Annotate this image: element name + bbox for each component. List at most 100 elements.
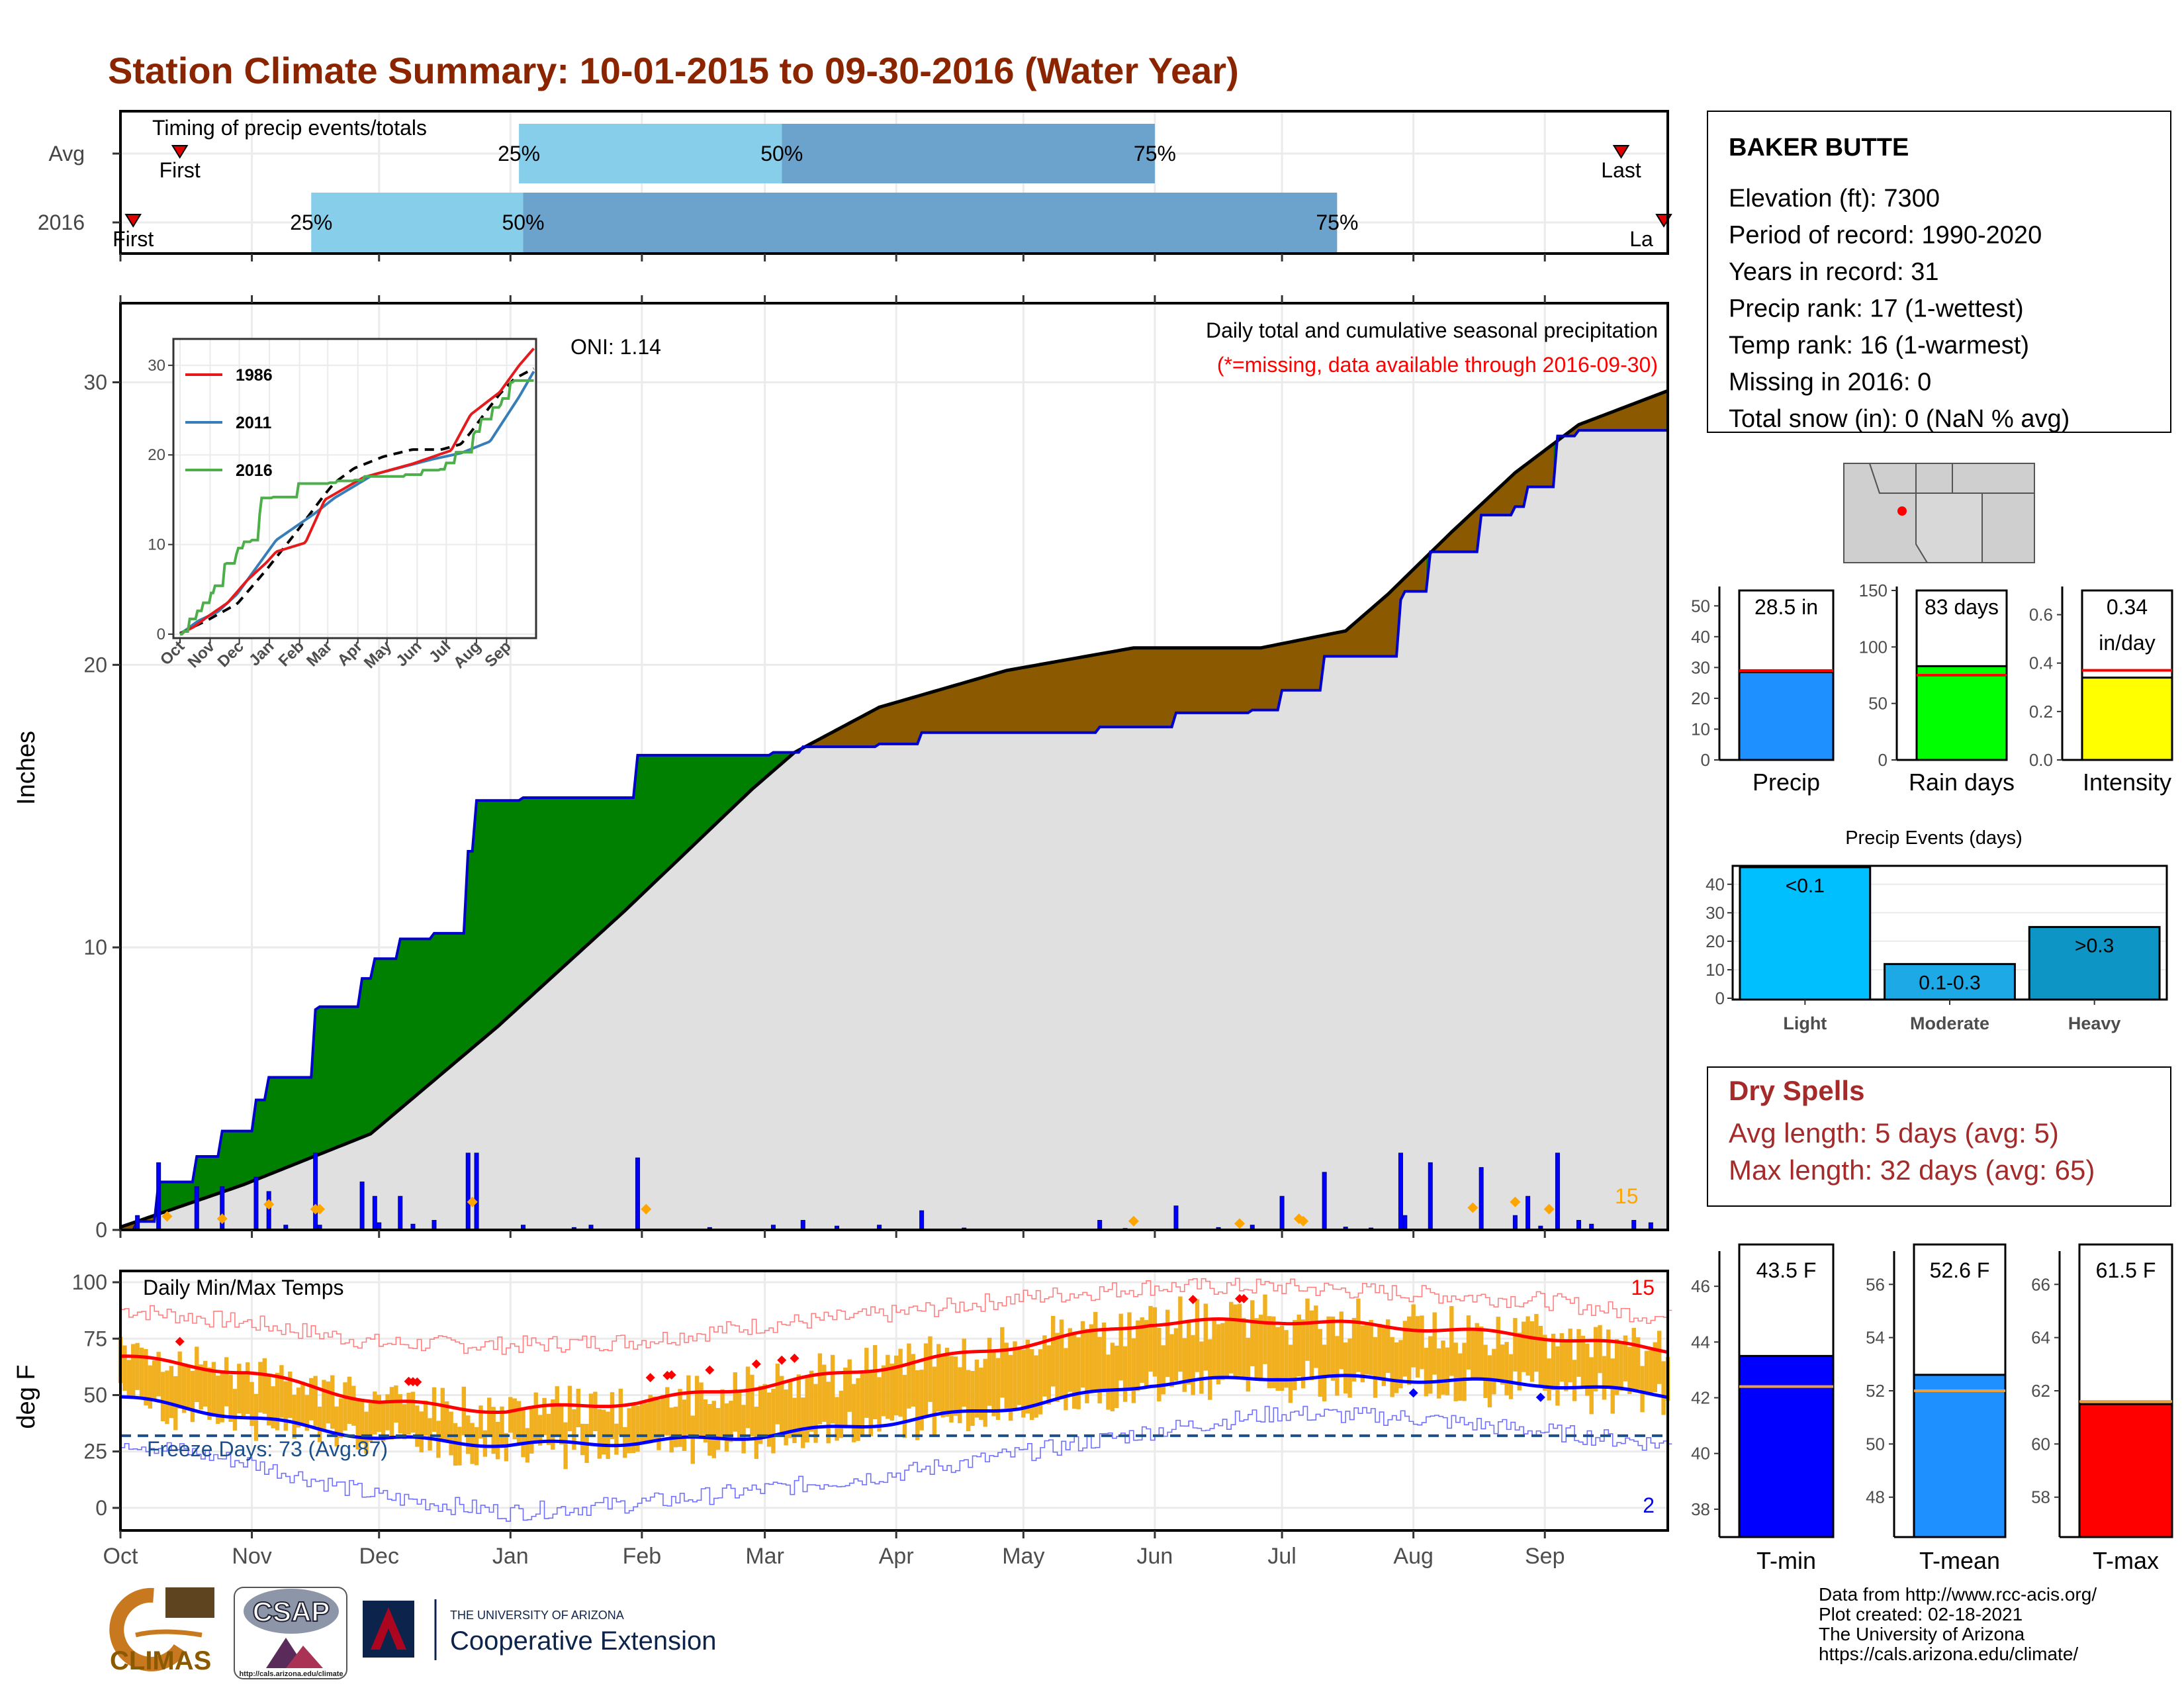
- record-precip-marker: [467, 1196, 478, 1207]
- daily-temp-bar: [919, 1370, 924, 1430]
- daily-temp-bar: [537, 1415, 543, 1446]
- summary-bar-label: Precip: [1752, 769, 1820, 796]
- daily-temp-bar: [1300, 1319, 1306, 1389]
- daily-temp-bar: [1064, 1348, 1068, 1411]
- summary-y-tick-label: 0: [1878, 750, 1888, 770]
- daily-temp-bar: [847, 1359, 852, 1412]
- temp-panel-title: Daily Min/Max Temps: [143, 1276, 343, 1299]
- daily-temp-bar: [1004, 1342, 1009, 1409]
- daily-precip-bar: [359, 1181, 365, 1231]
- daily-temp-bar: [958, 1367, 962, 1423]
- temp-bar-value: 43.5 F: [1756, 1258, 1817, 1282]
- climas-mark: [165, 1587, 214, 1618]
- daily-temp-bar: [1640, 1366, 1645, 1413]
- inset-y-tick-label: 20: [148, 446, 165, 464]
- station-location-marker: [1897, 506, 1907, 516]
- daily-temp-bar: [1330, 1316, 1336, 1381]
- summary-bar: [2081, 677, 2173, 761]
- daily-temp-bar: [1436, 1348, 1441, 1399]
- daily-temp-bar: [1373, 1336, 1378, 1398]
- temp-bar-y-tick-label: 64: [2031, 1328, 2050, 1348]
- record-low-count: 2: [1643, 1493, 1655, 1517]
- daily-temp-bar: [1343, 1342, 1348, 1394]
- record-precip-marker: [161, 1211, 173, 1222]
- daily-temp-bar: [131, 1344, 136, 1397]
- record-high-marker: [175, 1336, 185, 1346]
- daily-temp-bar: [1508, 1354, 1514, 1399]
- station-info-line: Period of record: 1990-2020: [1729, 222, 2042, 250]
- daily-temp-bar: [1538, 1326, 1543, 1385]
- precip-y-label: Inches: [13, 731, 40, 805]
- record-precip-marker: [314, 1203, 326, 1215]
- summary-bars: 0 10 20 30 40 50 28.5 in Precip 0 50 100 150 83 days…: [1691, 581, 2173, 796]
- timing-label-25: 25%: [290, 211, 332, 234]
- daily-temp-bar: [1322, 1344, 1327, 1401]
- daily-precip-bar: [1097, 1219, 1103, 1231]
- map-new-mexico: [1981, 492, 2035, 563]
- daily-temp-bar: [1029, 1349, 1034, 1421]
- daily-temp-bar: [1598, 1325, 1602, 1374]
- events-y-tick-label: 0: [1715, 988, 1725, 1008]
- daily-temp-bar: [1356, 1298, 1361, 1372]
- daily-temp-bar: [1148, 1305, 1153, 1372]
- event-category-label: Moderate: [1910, 1013, 1989, 1033]
- daily-temp-bar: [1635, 1337, 1641, 1389]
- daily-temp-bar: [780, 1376, 784, 1433]
- event-bar-label: <0.1: [1786, 875, 1825, 897]
- daily-temp-bar: [1585, 1343, 1590, 1396]
- daily-temp-bar: [1483, 1344, 1488, 1398]
- daily-temp-bar: [1127, 1312, 1132, 1388]
- timing-bar-50-75: [523, 193, 1338, 252]
- summary-value-unit: in/day: [2099, 631, 2155, 655]
- ua-a-letter: [371, 1607, 406, 1650]
- summary-bar-label: Intensity: [2083, 769, 2171, 796]
- month-label: Nov: [232, 1544, 271, 1569]
- inset-line-2016: [180, 379, 534, 635]
- daily-temp-bar: [788, 1382, 793, 1438]
- daily-temp-bar: [359, 1399, 365, 1444]
- daily-temp-bar: [1415, 1316, 1420, 1378]
- daily-temp-bar: [720, 1389, 725, 1439]
- events-y-tick-label: 40: [1706, 874, 1725, 894]
- daily-temp-bar: [317, 1406, 322, 1442]
- month-label: Apr: [879, 1544, 914, 1569]
- daily-temp-bar: [703, 1399, 708, 1443]
- record-precip-marker: [1543, 1203, 1555, 1215]
- daily-temp-bar: [373, 1391, 377, 1435]
- temp-bar: [1913, 1374, 2007, 1538]
- daily-temp-bar: [1551, 1333, 1556, 1391]
- record-precip-marker: [1510, 1196, 1521, 1207]
- daily-temp-bar: [1534, 1313, 1539, 1372]
- daily-temp-bar: [1402, 1321, 1408, 1377]
- daily-temp-bar: [1224, 1318, 1230, 1378]
- station-info-line: Precip rank: 17 (1-wettest): [1729, 295, 2024, 323]
- daily-precip-bar: [1402, 1215, 1408, 1231]
- temp-bar-y-tick-label: 52: [1866, 1381, 1885, 1401]
- daily-precip-bar: [372, 1196, 377, 1231]
- daily-temp-bar: [1157, 1328, 1161, 1401]
- daily-temp-bar: [830, 1354, 835, 1424]
- daily-temp-bar: [334, 1406, 339, 1446]
- daily-temp-bar: [1208, 1339, 1212, 1400]
- daily-temp-bar: [199, 1364, 203, 1410]
- daily-temp-bar: [881, 1365, 886, 1417]
- summary-y-tick-label: 0: [1701, 750, 1710, 770]
- daily-temp-bar: [1173, 1328, 1179, 1381]
- first-event-label: First: [159, 158, 201, 182]
- average-min-line: [120, 1374, 1668, 1448]
- daily-temp-bar: [796, 1374, 801, 1436]
- daily-temp-bar: [1237, 1303, 1242, 1376]
- daily-temp-bar: [944, 1348, 950, 1417]
- daily-temp-bar: [173, 1376, 178, 1430]
- daily-precip-bar: [266, 1191, 271, 1231]
- record-precip-marker: [1128, 1215, 1139, 1227]
- inset-legend-label: 1986: [236, 366, 273, 385]
- daily-temp-bar: [669, 1407, 674, 1453]
- daily-temp-bar: [953, 1356, 958, 1416]
- daily-temp-bar: [741, 1405, 746, 1454]
- daily-temp-bar: [711, 1401, 716, 1458]
- summary-y-tick-label: 0.6: [2029, 605, 2053, 625]
- daily-temp-bar: [410, 1391, 416, 1433]
- daily-temp-bar: [1428, 1336, 1433, 1394]
